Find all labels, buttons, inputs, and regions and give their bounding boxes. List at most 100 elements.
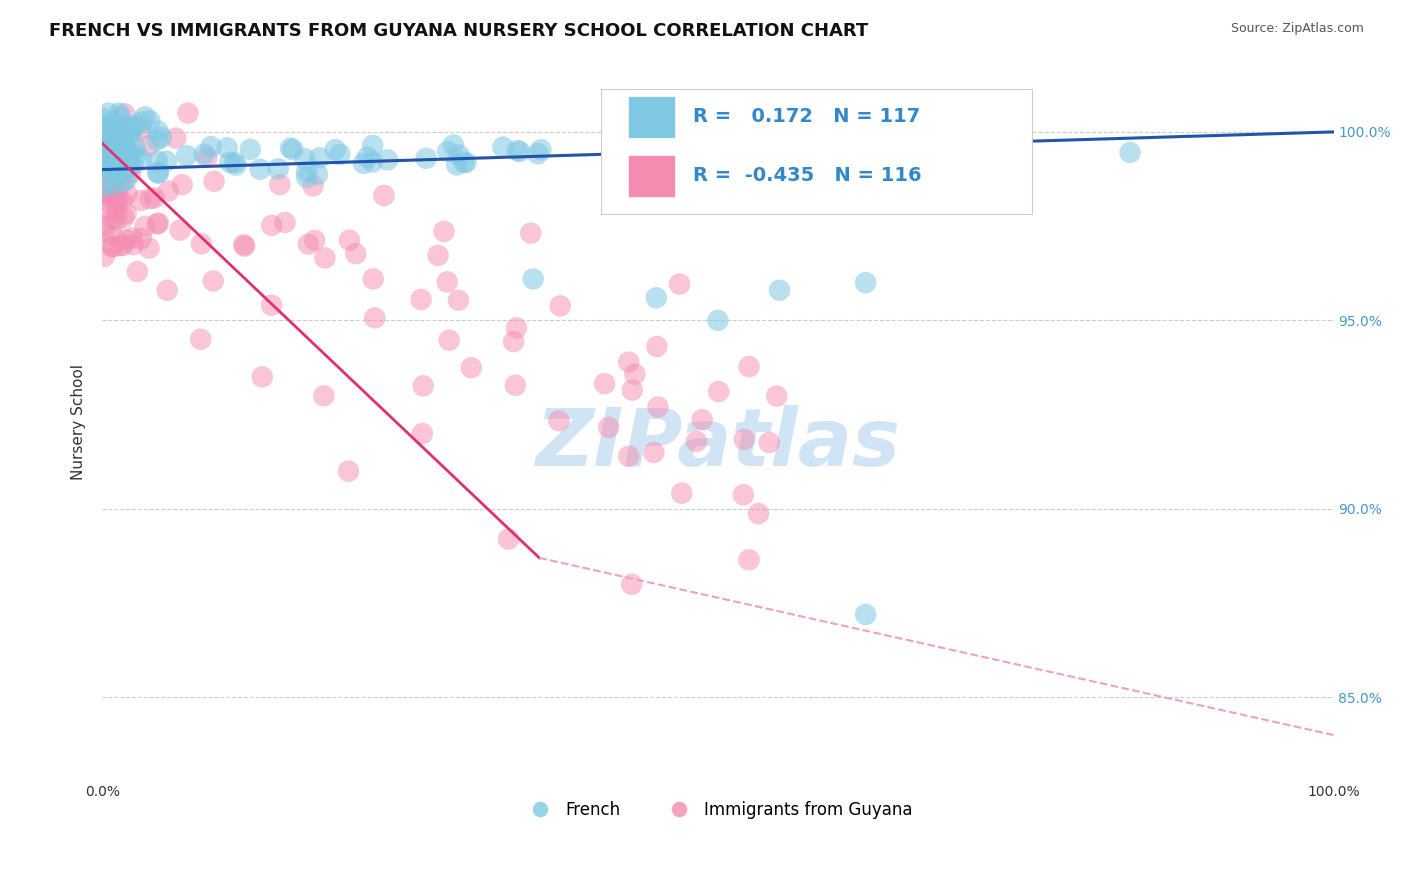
Point xyxy=(103,134,125,148)
Point xyxy=(108,106,131,120)
Point xyxy=(232,237,254,252)
Point xyxy=(93,194,115,208)
Point xyxy=(143,191,166,205)
Point xyxy=(115,186,138,201)
Point xyxy=(101,228,124,243)
Point xyxy=(134,110,156,124)
Point xyxy=(373,188,395,202)
Point xyxy=(107,142,129,156)
Point xyxy=(117,149,139,163)
Point xyxy=(768,283,790,297)
Point xyxy=(707,313,730,327)
Point xyxy=(111,153,134,167)
Point xyxy=(172,178,194,192)
Point xyxy=(91,111,114,125)
Point xyxy=(112,211,135,225)
Point xyxy=(377,153,399,167)
Y-axis label: Nursery School: Nursery School xyxy=(72,364,86,480)
Point xyxy=(668,277,690,292)
Point xyxy=(728,146,751,161)
Point xyxy=(115,158,138,172)
Point xyxy=(225,158,247,172)
Text: R =  -0.435   N = 116: R = -0.435 N = 116 xyxy=(693,166,922,185)
Point xyxy=(441,138,464,153)
Point xyxy=(129,194,152,208)
Point xyxy=(219,155,242,169)
Point xyxy=(96,186,118,201)
Point xyxy=(361,138,384,153)
Point xyxy=(120,158,142,172)
Point xyxy=(415,151,437,165)
Point xyxy=(155,154,177,169)
Point xyxy=(617,450,640,464)
Point xyxy=(117,145,139,160)
Point xyxy=(97,204,120,219)
Text: ZIPatlas: ZIPatlas xyxy=(536,405,900,483)
Point xyxy=(217,141,239,155)
Point xyxy=(165,131,187,145)
Point xyxy=(146,217,169,231)
Point xyxy=(447,293,470,308)
Point xyxy=(1119,145,1142,160)
Point xyxy=(460,360,482,375)
Point xyxy=(193,147,215,161)
Legend: French, Immigrants from Guyana: French, Immigrants from Guyana xyxy=(517,795,920,826)
Point xyxy=(506,144,529,158)
Point xyxy=(671,486,693,500)
Point xyxy=(548,299,571,313)
Point xyxy=(280,141,302,155)
Point xyxy=(621,383,644,397)
Point xyxy=(96,134,118,148)
Point xyxy=(94,186,117,200)
Point xyxy=(115,206,138,220)
Point xyxy=(139,113,162,128)
Point xyxy=(177,106,200,120)
Point xyxy=(855,276,877,290)
Point xyxy=(252,370,274,384)
Point xyxy=(620,577,643,591)
Point xyxy=(114,107,136,121)
Point xyxy=(643,445,665,459)
Point xyxy=(118,147,141,161)
Point xyxy=(111,160,134,174)
Point xyxy=(97,165,120,179)
Point xyxy=(453,155,475,169)
Point xyxy=(323,143,346,157)
Point xyxy=(765,389,787,403)
Point xyxy=(364,310,387,325)
Point xyxy=(818,128,841,143)
Point xyxy=(314,251,336,265)
Point xyxy=(100,153,122,167)
Point xyxy=(131,231,153,245)
Point xyxy=(93,141,115,155)
Point xyxy=(190,332,212,346)
Point xyxy=(120,127,142,141)
Point xyxy=(690,412,713,426)
Point xyxy=(436,275,458,289)
Point xyxy=(295,170,318,185)
Point xyxy=(124,119,146,133)
Point xyxy=(93,250,115,264)
Point xyxy=(94,187,117,202)
Point xyxy=(267,161,290,176)
Point xyxy=(105,213,128,227)
Point xyxy=(100,172,122,186)
Point xyxy=(101,239,124,253)
Point xyxy=(104,119,127,133)
Point xyxy=(733,488,755,502)
Point xyxy=(520,226,543,240)
Point xyxy=(433,224,456,238)
Point xyxy=(96,156,118,170)
Point xyxy=(117,161,139,175)
Point xyxy=(498,532,520,546)
Point xyxy=(239,142,262,156)
Point xyxy=(105,149,128,163)
Point xyxy=(758,435,780,450)
Point xyxy=(107,193,129,207)
Point xyxy=(139,192,162,206)
Point xyxy=(685,434,707,449)
Point xyxy=(94,140,117,154)
Point xyxy=(308,151,330,165)
Point xyxy=(91,149,114,163)
Point xyxy=(304,233,326,247)
